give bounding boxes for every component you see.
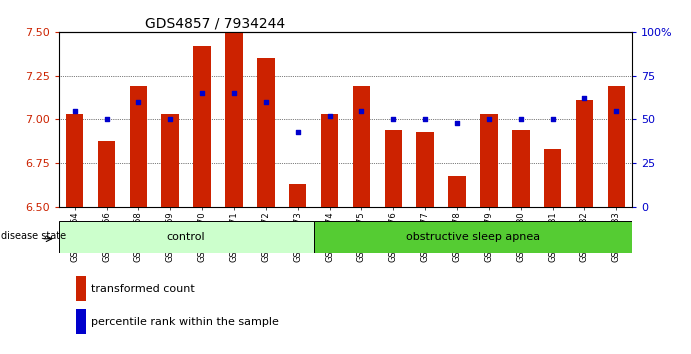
Point (69, 108, 80, 114)
Point (164, 117, 176, 122)
Bar (417, 132, 434, 207)
Bar (76, 276, 86, 301)
Bar (480, 114, 498, 207)
Point (547, 117, 558, 122)
Bar (59, 221, 314, 253)
Bar (225, 32, 243, 207)
Text: control: control (167, 232, 205, 242)
Bar (289, 184, 307, 207)
Bar (512, 130, 529, 207)
Bar (162, 114, 179, 207)
Bar (576, 100, 594, 207)
Point (261, 99, 272, 105)
Bar (448, 176, 466, 207)
Bar (76, 309, 86, 334)
Text: percentile rank within the sample: percentile rank within the sample (91, 317, 279, 327)
Point (611, 108, 622, 114)
Bar (314, 221, 632, 253)
Point (229, 90, 240, 96)
Point (515, 117, 527, 122)
Point (101, 117, 112, 122)
Bar (544, 149, 561, 207)
Point (579, 96, 590, 101)
Bar (607, 86, 625, 207)
Text: GDS4857 / 7934244: GDS4857 / 7934244 (144, 17, 285, 31)
Point (483, 117, 494, 122)
Text: obstructive sleep apnea: obstructive sleep apnea (406, 232, 540, 242)
Point (196, 90, 207, 96)
Bar (352, 86, 370, 207)
Bar (66, 114, 84, 207)
Point (419, 117, 430, 122)
Bar (257, 58, 274, 207)
Point (292, 129, 303, 135)
Point (324, 113, 335, 119)
Bar (193, 46, 211, 207)
Point (388, 117, 399, 122)
Point (356, 108, 367, 114)
Bar (384, 130, 402, 207)
Text: disease state: disease state (1, 230, 66, 241)
Text: transformed count: transformed count (91, 284, 196, 293)
Bar (321, 114, 339, 207)
Point (451, 120, 462, 126)
Bar (97, 141, 115, 207)
Point (133, 99, 144, 105)
Bar (130, 86, 147, 207)
